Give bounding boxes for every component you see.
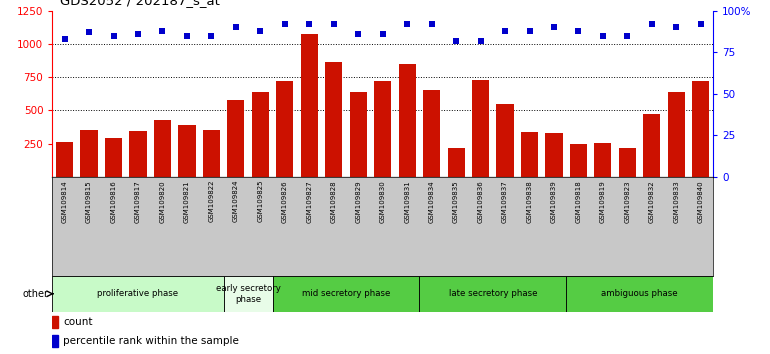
Bar: [52, 276, 223, 312]
Bar: [423, 91, 440, 177]
Text: GSM109828: GSM109828: [331, 180, 336, 223]
Text: late secretory phase: late secretory phase: [449, 289, 537, 298]
Text: percentile rank within the sample: percentile rank within the sample: [63, 336, 239, 346]
Text: GSM109836: GSM109836: [477, 180, 484, 223]
Point: [352, 31, 364, 37]
Point: [132, 31, 144, 37]
Point: [670, 24, 682, 30]
Bar: [223, 276, 273, 312]
Bar: [643, 114, 661, 177]
Bar: [420, 276, 566, 312]
Text: GSM109816: GSM109816: [111, 180, 116, 223]
Bar: [52, 316, 59, 328]
Point: [279, 21, 291, 27]
Text: GSM109818: GSM109818: [575, 180, 581, 223]
Text: other: other: [22, 289, 49, 299]
Text: ambiguous phase: ambiguous phase: [601, 289, 678, 298]
Bar: [325, 62, 343, 177]
Bar: [374, 81, 391, 177]
Bar: [252, 92, 269, 177]
Text: early secretory
phase: early secretory phase: [216, 284, 280, 303]
Bar: [81, 130, 98, 177]
Bar: [619, 148, 636, 177]
Text: count: count: [63, 317, 93, 327]
Point: [229, 24, 242, 30]
Point: [499, 28, 511, 33]
Point: [83, 29, 95, 35]
Text: GSM109839: GSM109839: [551, 180, 557, 223]
Bar: [203, 130, 220, 177]
Text: GSM109827: GSM109827: [306, 180, 313, 223]
Bar: [129, 131, 146, 177]
Text: GSM109825: GSM109825: [257, 180, 263, 222]
Bar: [566, 276, 713, 312]
Text: proliferative phase: proliferative phase: [98, 289, 179, 298]
Point: [156, 28, 169, 33]
Text: GSM109822: GSM109822: [209, 180, 214, 222]
Point: [59, 36, 71, 42]
Text: GSM109824: GSM109824: [233, 180, 239, 222]
Bar: [570, 144, 587, 177]
Bar: [301, 34, 318, 177]
Bar: [227, 100, 244, 177]
Point: [597, 33, 609, 39]
Text: GSM109838: GSM109838: [527, 180, 533, 223]
Point: [524, 28, 536, 33]
Point: [181, 33, 193, 39]
Point: [254, 28, 266, 33]
Point: [450, 38, 462, 44]
Text: GSM109820: GSM109820: [159, 180, 166, 223]
Point: [327, 21, 340, 27]
Bar: [52, 335, 59, 347]
Text: GSM109819: GSM109819: [600, 180, 606, 223]
Bar: [447, 148, 464, 177]
Text: GSM109821: GSM109821: [184, 180, 190, 223]
Point: [303, 21, 316, 27]
Text: GSM109814: GSM109814: [62, 180, 68, 223]
Bar: [350, 92, 367, 177]
Bar: [692, 81, 709, 177]
Bar: [179, 125, 196, 177]
Point: [401, 21, 413, 27]
Bar: [56, 142, 73, 177]
Point: [547, 24, 560, 30]
Point: [646, 21, 658, 27]
Text: GSM109835: GSM109835: [453, 180, 459, 223]
Bar: [668, 92, 685, 177]
Bar: [497, 104, 514, 177]
Point: [426, 21, 438, 27]
Text: GDS2052 / 202187_s_at: GDS2052 / 202187_s_at: [60, 0, 220, 7]
Text: GSM109830: GSM109830: [380, 180, 386, 223]
Text: GSM109833: GSM109833: [673, 180, 679, 223]
Text: GSM109834: GSM109834: [429, 180, 434, 223]
Text: GSM109840: GSM109840: [698, 180, 704, 223]
Bar: [154, 120, 171, 177]
Text: GSM109829: GSM109829: [355, 180, 361, 223]
Bar: [273, 276, 420, 312]
Point: [572, 28, 584, 33]
Point: [377, 31, 389, 37]
Text: GSM109831: GSM109831: [404, 180, 410, 223]
Point: [107, 33, 119, 39]
Point: [695, 21, 707, 27]
Text: mid secretory phase: mid secretory phase: [302, 289, 390, 298]
Text: GSM109815: GSM109815: [86, 180, 92, 223]
Text: GSM109826: GSM109826: [282, 180, 288, 223]
Bar: [545, 133, 563, 177]
Bar: [472, 80, 489, 177]
Text: GSM109823: GSM109823: [624, 180, 631, 223]
Point: [206, 33, 218, 39]
Point: [621, 33, 634, 39]
Bar: [594, 143, 611, 177]
Bar: [521, 132, 538, 177]
Point: [474, 38, 487, 44]
Text: GSM109837: GSM109837: [502, 180, 508, 223]
Bar: [105, 138, 122, 177]
Text: GSM109817: GSM109817: [135, 180, 141, 223]
Text: GSM109832: GSM109832: [649, 180, 654, 223]
Bar: [399, 64, 416, 177]
Bar: [276, 81, 293, 177]
